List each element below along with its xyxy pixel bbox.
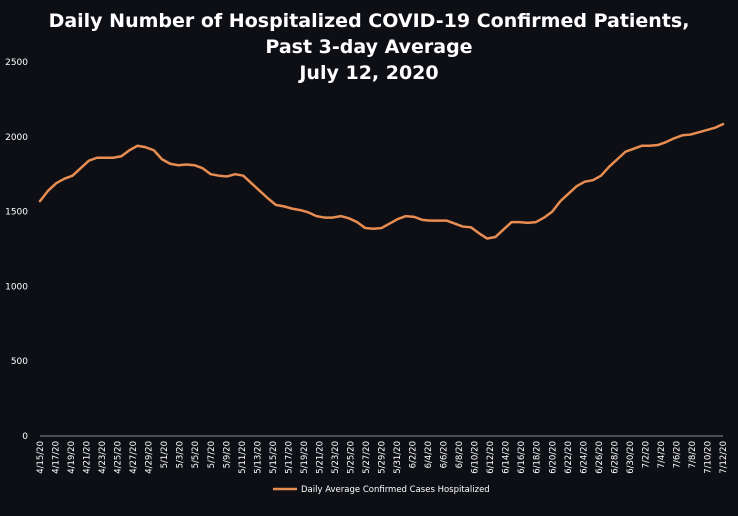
x-tick-label: 6/12/20 xyxy=(486,441,496,474)
y-tick-label: 2500 xyxy=(5,58,28,68)
x-tick-label: 6/4/20 xyxy=(424,441,434,468)
y-tick-label: 0 xyxy=(22,432,28,442)
x-tick-label: 6/20/20 xyxy=(548,441,558,474)
x-tick-label: 5/5/20 xyxy=(191,441,201,468)
legend: Daily Average Confirmed Cases Hospitaliz… xyxy=(273,485,490,495)
x-tick-label: 7/10/20 xyxy=(703,441,713,474)
x-tick-label: 6/2/20 xyxy=(409,441,419,468)
chart-title-line-2: Past 3-day Average xyxy=(265,36,472,58)
series-line xyxy=(38,122,725,240)
legend-label: Daily Average Confirmed Cases Hospitaliz… xyxy=(301,485,490,495)
y-tick-label: 1000 xyxy=(5,282,28,292)
x-tick-label: 5/27/20 xyxy=(362,441,372,474)
x-tick-label: 7/2/20 xyxy=(641,441,651,468)
x-tick-label: 5/11/20 xyxy=(238,441,248,474)
series-group xyxy=(38,122,725,240)
x-tick-label: 5/25/20 xyxy=(346,441,356,474)
x-tick-label: 4/21/20 xyxy=(83,441,93,474)
y-axis: 0 500 1000 1500 2000 2500 xyxy=(5,58,28,442)
x-tick-label: 6/26/20 xyxy=(595,441,605,474)
x-tick-label: 7/4/20 xyxy=(657,441,667,468)
y-tick-label: 500 xyxy=(11,357,28,367)
x-tick-label: 4/17/20 xyxy=(52,441,62,474)
x-tick-label: 6/14/20 xyxy=(502,441,512,474)
y-tick-label: 2000 xyxy=(5,133,28,143)
chart-title-line-3: July 12, 2020 xyxy=(297,62,438,84)
x-tick-label: 4/19/20 xyxy=(67,441,77,474)
x-tick-label: 5/31/20 xyxy=(393,441,403,474)
x-tick-label: 4/27/20 xyxy=(129,441,139,474)
x-tick-label: 5/1/20 xyxy=(160,441,170,468)
x-tick-label: 6/10/20 xyxy=(471,441,481,474)
x-tick-label: 4/29/20 xyxy=(145,441,155,474)
x-tick-label: 5/23/20 xyxy=(331,441,341,474)
x-tick-label: 4/25/20 xyxy=(114,441,124,474)
x-tick-label: 6/28/20 xyxy=(610,441,620,474)
x-tick-label: 4/15/20 xyxy=(36,441,46,474)
x-tick-label: 5/19/20 xyxy=(300,441,310,474)
x-tick-label: 6/24/20 xyxy=(579,441,589,474)
x-tick-label: 5/21/20 xyxy=(315,441,325,474)
x-tick-label: 6/22/20 xyxy=(564,441,574,474)
x-tick-label: 6/8/20 xyxy=(455,441,465,468)
x-tick-label: 5/29/20 xyxy=(378,441,388,474)
y-tick-label: 1500 xyxy=(5,208,28,218)
x-tick-label: 7/8/20 xyxy=(688,441,698,468)
x-tick-label: 7/6/20 xyxy=(672,441,682,468)
x-axis: 4/15/20 4/17/20 4/19/20 4/21/20 4/23/20 4/25/… xyxy=(36,435,729,474)
x-tick-label: 6/16/20 xyxy=(517,441,527,474)
x-tick-label: 6/18/20 xyxy=(533,441,543,474)
x-tick-label: 5/17/20 xyxy=(284,441,294,474)
x-tick-label: 5/9/20 xyxy=(222,441,232,468)
chart-title-line-1: Daily Number of Hospitalized COVID-19 Co… xyxy=(49,10,690,32)
x-tick-label: 4/23/20 xyxy=(98,441,108,474)
x-tick-label: 5/15/20 xyxy=(269,441,279,474)
x-tick-label: 7/12/20 xyxy=(719,441,729,474)
x-tick-label: 5/7/20 xyxy=(207,441,217,468)
x-tick-label: 5/13/20 xyxy=(253,441,263,474)
x-tick-label: 6/30/20 xyxy=(626,441,636,474)
x-tick-label: 6/6/20 xyxy=(440,441,450,468)
x-tick-label: 5/3/20 xyxy=(176,441,186,468)
